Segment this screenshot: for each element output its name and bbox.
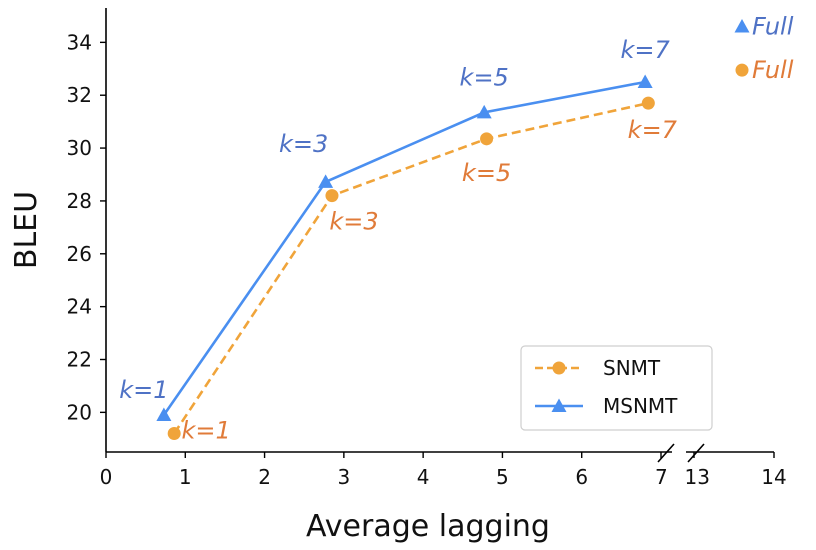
legend-snmt-label: SNMT <box>603 356 661 380</box>
y-tick-label: 20 <box>67 400 92 424</box>
msnmt-point <box>476 104 492 119</box>
snmt-k-label: k=1 <box>182 417 231 445</box>
snmt-point <box>641 96 655 110</box>
x-tick-label: 1 <box>179 465 192 489</box>
y-tick-label: 22 <box>67 348 92 372</box>
msnmt-point <box>637 74 653 88</box>
y-tick-label: 28 <box>67 189 92 213</box>
snmt-full-point <box>735 63 749 77</box>
snmt-series-line <box>173 101 649 435</box>
legend-snmt-marker <box>552 361 566 375</box>
msnmt-series-line <box>162 80 646 416</box>
y-tick-label: 34 <box>67 30 92 54</box>
snmt-k-label: k=7 <box>628 116 678 144</box>
msnmt-point <box>318 174 334 188</box>
axis-break-mark-left <box>657 443 675 463</box>
y-tick-label: 30 <box>67 136 92 160</box>
x-tick-label: 5 <box>496 465 509 489</box>
x-tick-label: 13 <box>685 465 710 489</box>
y-axis-title: BLEU <box>9 191 44 269</box>
msnmt-point <box>156 407 172 421</box>
msnmt-full-label: Full <box>752 13 794 41</box>
x-tick-label: 6 <box>575 465 588 489</box>
snmt-point <box>480 132 494 146</box>
x-tick-label: 0 <box>100 465 113 489</box>
x-tick-label: 2 <box>258 465 271 489</box>
snmt-k-label: k=3 <box>329 208 378 236</box>
x-axis-title: Average lagging <box>306 509 550 544</box>
snmt-point <box>325 189 339 203</box>
msnmt-k-label: k=7 <box>621 36 671 64</box>
snmt-k-label: k=5 <box>462 159 511 187</box>
msnmt-k-label: k=3 <box>279 130 328 158</box>
x-tick-label: 4 <box>417 465 430 489</box>
msnmt-k-label: k=5 <box>460 63 509 91</box>
msnmt-k-label: k=1 <box>119 376 168 404</box>
legend-msnmt-marker <box>551 398 567 412</box>
y-tick-label: 32 <box>67 83 92 107</box>
y-tick-label: 26 <box>67 242 92 266</box>
axis-break-mark-right <box>687 443 705 463</box>
x-tick-label: 3 <box>337 465 350 489</box>
legend-box <box>520 345 713 431</box>
y-tick-label: 24 <box>67 295 92 319</box>
snmt-full-label: Full <box>752 56 794 84</box>
x-tick-label: 7 <box>655 465 668 489</box>
x-tick-label: 14 <box>761 465 786 489</box>
msnmt-full-point <box>734 19 750 33</box>
snmt-point <box>167 427 181 440</box>
legend-msnmt-label: MSNMT <box>603 394 678 418</box>
